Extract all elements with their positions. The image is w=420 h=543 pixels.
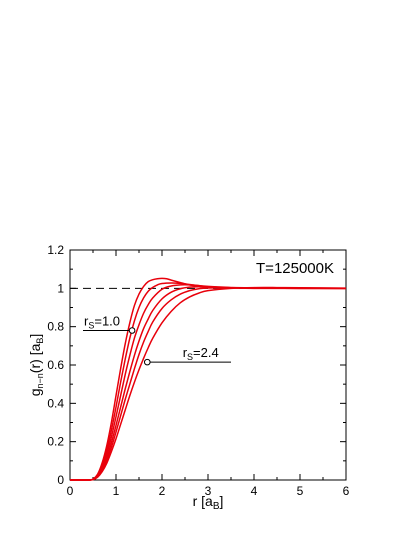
x-tick-label: 0 [67, 484, 74, 498]
axis-ticks [69, 249, 347, 481]
y-tick-label: 0.2 [47, 435, 64, 449]
x-axis-label: r [aB] [193, 493, 224, 512]
y-tick-label: 1.2 [47, 243, 64, 257]
x-tick-label: 5 [297, 484, 304, 498]
y-tick-label: 1 [57, 281, 64, 295]
tick-labels: 0 1 2 3 4 5 6 0 0.2 0.4 0.6 0.8 1 1.2 [47, 243, 349, 498]
y-tick-label: 0.6 [47, 358, 64, 372]
annotation-marker-rs-2 [143, 358, 151, 366]
x-tick-label: 6 [343, 484, 350, 498]
y-tick-label: 0.4 [47, 396, 64, 410]
y-tick-label: 0.8 [47, 320, 64, 334]
y-tick-label: 0 [57, 473, 64, 487]
x-tick-label: 3 [205, 484, 212, 498]
x-tick-label: 1 [113, 484, 120, 498]
y-axis-label: gn−n(r) [aB] [27, 334, 45, 397]
x-tick-label: 2 [159, 484, 166, 498]
x-tick-label: 4 [251, 484, 258, 498]
annotation-label-rs-1: rS=1.0 [84, 314, 120, 331]
series-group [69, 277, 347, 481]
annotation-marker-rs-1 [128, 327, 136, 334]
temperature-label: T=125000K [256, 260, 334, 277]
annotations: rS=1.0 rS=2.4 [83, 314, 231, 366]
series-line-6 [69, 286, 347, 481]
annotation-label-rs-2: rS=2.4 [183, 345, 219, 362]
